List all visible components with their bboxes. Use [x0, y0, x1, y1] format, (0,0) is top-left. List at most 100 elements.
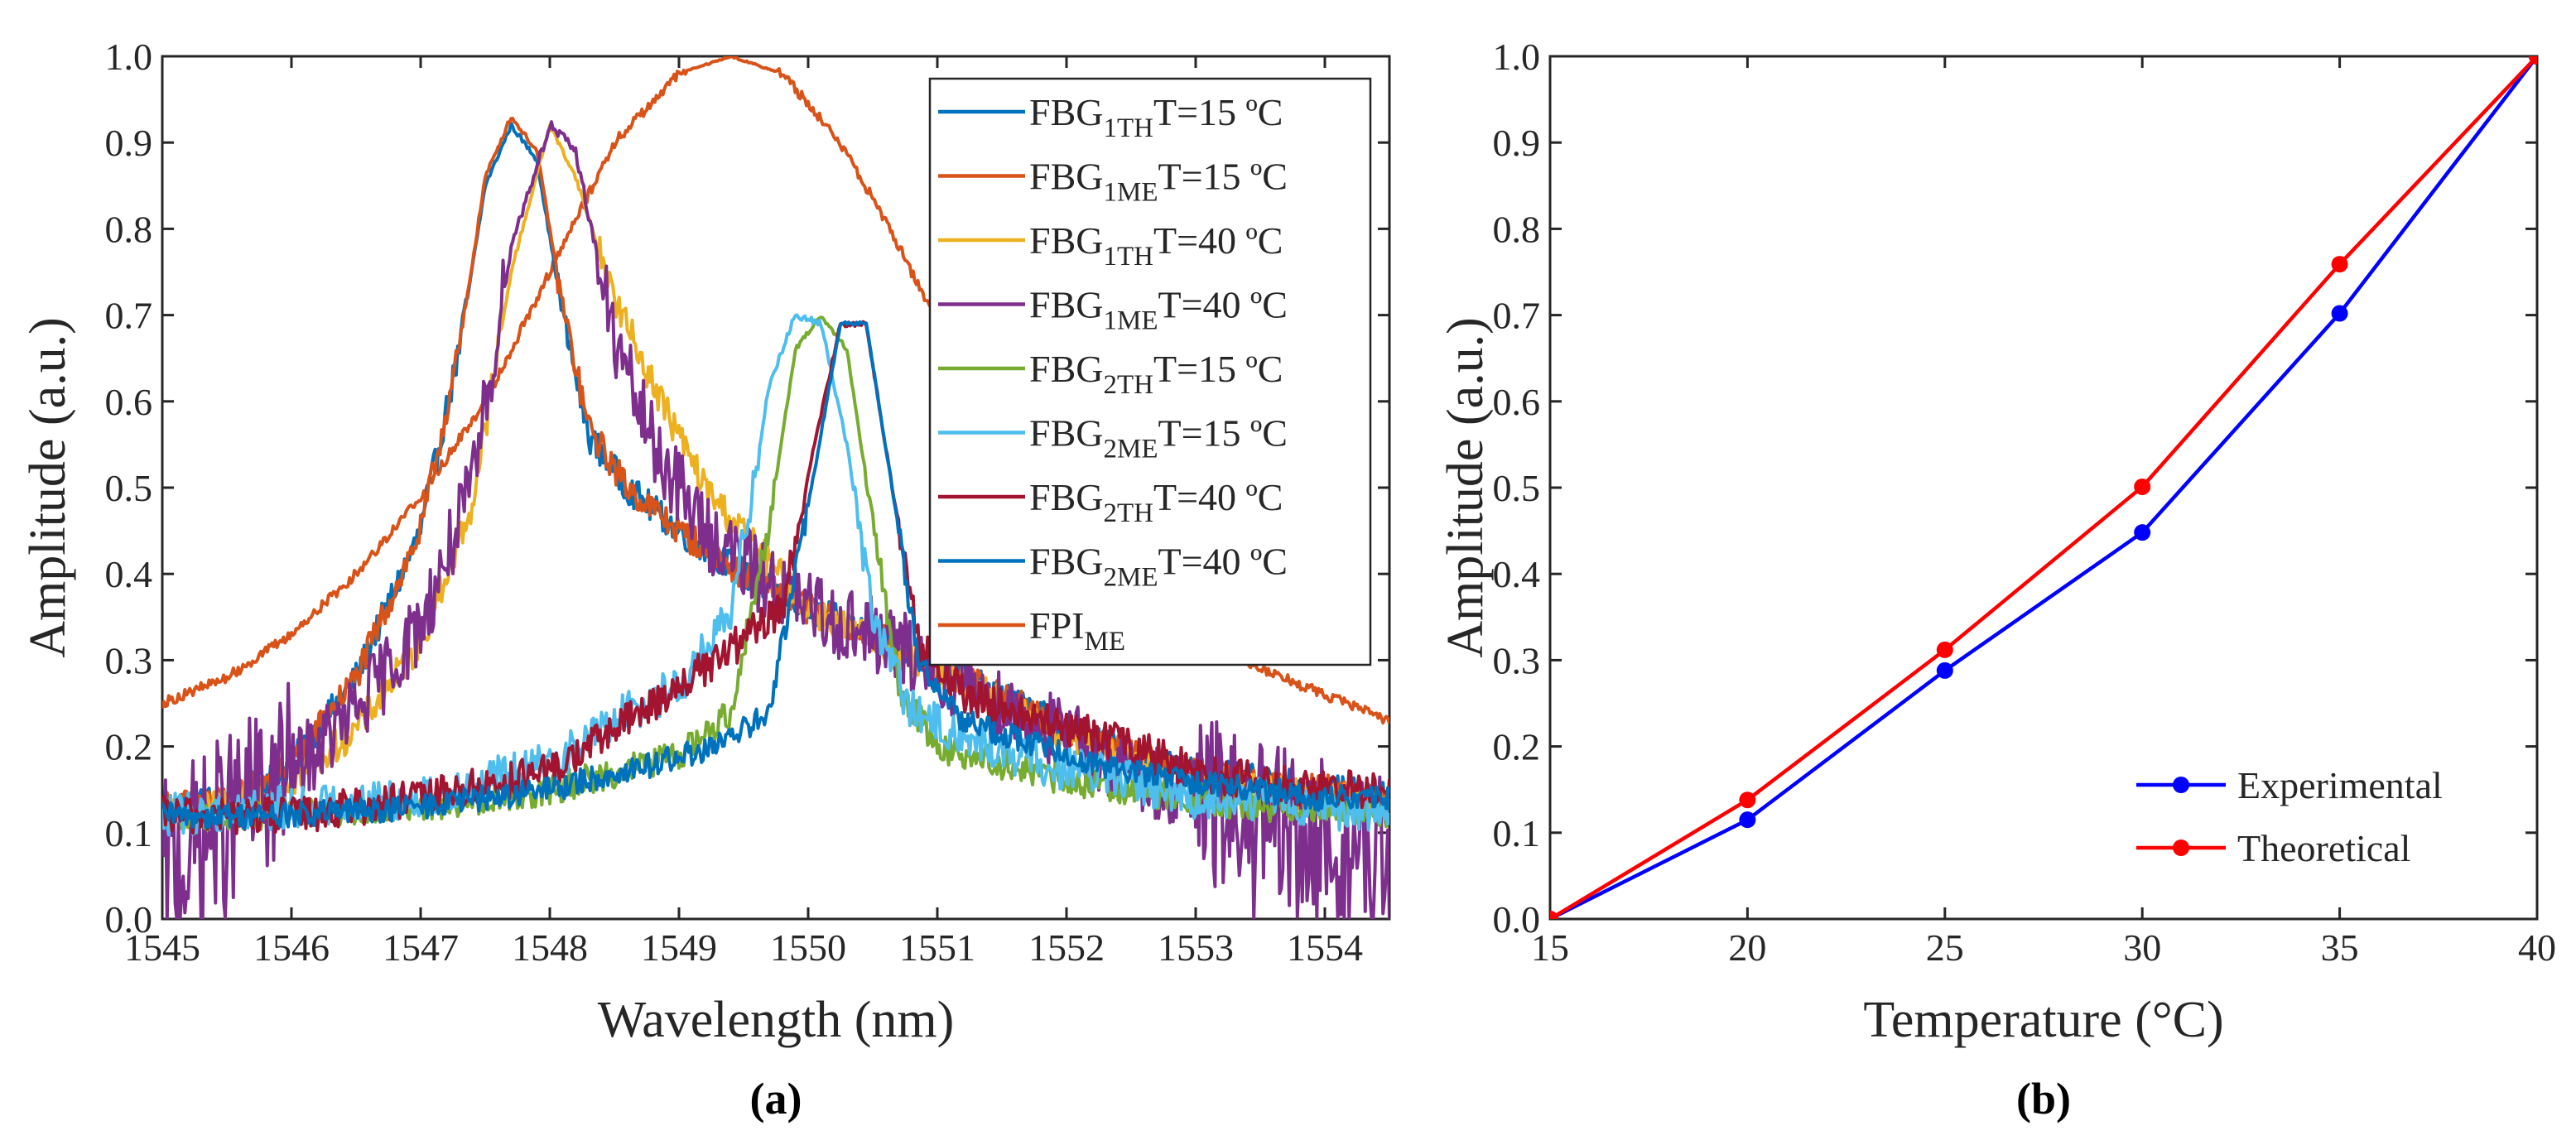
legend-label: FBG1THT=40 ºC: [1029, 219, 1283, 272]
y-tick-label: 0.3: [105, 639, 153, 681]
x-axis-label: Temperature (°C): [1863, 992, 2223, 1048]
legend-name: FBG: [1029, 91, 1103, 133]
panel-label-a: (a): [750, 1074, 802, 1123]
legend-item: FBG1MET=40 ºC: [938, 284, 1288, 336]
chart-b: 0.0 0.1 0.2 0.3 0.4 0.5 0.6 0.7 0.8 0.9 1.0 15 20 25 3…: [1437, 36, 2556, 1123]
legend-name: FPI: [1029, 604, 1084, 647]
legend-suffix: T=40 ºC: [1158, 284, 1288, 326]
series-group: [1550, 56, 2537, 919]
y-tick-label: 0.4: [105, 553, 153, 595]
x-tick-label: 1550: [770, 926, 846, 969]
legend-item: FBG2THT=40 ºC: [938, 476, 1283, 528]
data-point-theoretical: [2331, 256, 2348, 273]
y-tick-label: 0.2: [1493, 726, 1541, 768]
legend-subscript: ME: [1084, 627, 1125, 657]
x-axis-label: Wavelength (nm): [598, 992, 955, 1048]
legend-suffix: T=15 ºC: [1158, 412, 1288, 455]
legend-subscript: 2ME: [1103, 563, 1158, 593]
legend-subscript: 2TH: [1103, 498, 1153, 528]
series-line-experimental: [1550, 56, 2537, 919]
data-point-theoretical: [1936, 641, 1953, 658]
legend-subscript: 1TH: [1103, 242, 1153, 272]
x-tick-label: 35: [2321, 926, 2359, 969]
x-tick-label: 30: [2123, 926, 2161, 969]
y-tick-label: 0.1: [1493, 812, 1541, 854]
legend-label: FBG2THT=40 ºC: [1029, 476, 1283, 528]
data-point-experimental: [2331, 305, 2348, 322]
legend-subscript: 1ME: [1103, 178, 1158, 208]
legend-subscript: 2TH: [1103, 370, 1153, 400]
y-tick-label: 0.7: [105, 295, 153, 337]
y-tick-label: 0.1: [105, 812, 153, 854]
series-group: [162, 56, 1389, 919]
data-point-theoretical: [1550, 911, 1558, 919]
legend-suffix: T=15 ºC: [1153, 91, 1283, 133]
y-tick-label: 0.9: [1493, 122, 1541, 164]
legend-item: Experimental: [2136, 764, 2443, 806]
legend-suffix: T=40 ºC: [1153, 219, 1283, 262]
axes: 0.0 0.1 0.2 0.3 0.4 0.5 0.6 0.7 0.8 0.9 1.0 15 20 25 3…: [1493, 36, 2557, 969]
legend-item: Theoretical: [2136, 827, 2410, 869]
legend-label: FBG1THT=15 ºC: [1029, 91, 1283, 143]
series-line-theoretical: [1550, 56, 2537, 919]
y-tick-label: 1.0: [105, 36, 153, 78]
x-tick-label: 1549: [641, 926, 717, 969]
data-point-theoretical: [2529, 56, 2537, 65]
panel-label-b: (b): [2016, 1074, 2071, 1123]
legend-name: FBG: [1029, 156, 1103, 198]
y-tick-label: 0.2: [105, 726, 153, 768]
x-tick-label: 1552: [1028, 926, 1105, 969]
legend-label: FBG2MET=15 ºC: [1029, 412, 1288, 464]
legend-marker: [2173, 840, 2189, 856]
y-tick-label: 0.3: [1493, 639, 1541, 681]
legend-marker: [2173, 777, 2189, 793]
legend-name: FBG: [1029, 412, 1103, 455]
y-tick-label: 0.4: [1493, 553, 1541, 595]
legend-name: FBG: [1029, 219, 1103, 262]
y-tick-label: 0.0: [105, 898, 153, 941]
x-tick-label: 15: [1531, 926, 1569, 969]
x-tick-label: 20: [1728, 926, 1766, 969]
x-tick-label: 1548: [512, 926, 588, 969]
legend-item: FPIME: [938, 604, 1125, 657]
x-tick-label: 1547: [383, 926, 459, 969]
series-line-fbg-2th-4: [162, 315, 1389, 833]
data-point-experimental: [2134, 524, 2151, 541]
y-tick-label: 0.8: [105, 208, 153, 250]
x-tick-label: 1553: [1158, 926, 1234, 969]
legend-item: FBG2MET=40 ºC: [938, 541, 1288, 593]
y-tick-label: 0.0: [1493, 898, 1541, 941]
legend-label: Experimental: [2237, 764, 2443, 806]
legend-label: FBG2THT=15 ºC: [1029, 348, 1283, 400]
legend-item: FBG1MET=15 ºC: [938, 156, 1288, 208]
y-tick-label: 0.5: [1493, 467, 1541, 509]
legend-item: FBG2MET=15 ºC: [938, 412, 1288, 464]
y-tick-label: 0.9: [105, 122, 153, 164]
y-axis-label: Amplitude (a.u.): [1437, 317, 1494, 658]
x-tick-label: 1551: [899, 926, 975, 969]
y-tick-label: 0.5: [105, 467, 153, 509]
legend-item: FBG2THT=15 ºC: [938, 348, 1283, 400]
legend-label: Theoretical: [2237, 827, 2410, 869]
data-point-experimental: [1739, 811, 1756, 829]
legend-name: FBG: [1029, 541, 1103, 583]
legend-suffix: T=15 ºC: [1158, 156, 1288, 198]
data-point-theoretical: [1739, 791, 1756, 809]
x-tick-label: 1554: [1287, 926, 1363, 969]
legend-name: FBG: [1029, 476, 1103, 518]
y-axis-label: Amplitude (a.u.): [20, 317, 76, 658]
legend-subscript: 2ME: [1103, 435, 1158, 464]
legend-suffix: T=15 ºC: [1153, 348, 1283, 390]
legend-label: FBG1MET=15 ºC: [1029, 156, 1288, 208]
chart-a: 0.0 0.1 0.2 0.3 0.4 0.5 0.6 0.7 0.8 0.9 1.0 1545 154…: [20, 36, 1391, 1123]
legend-item: FBG1THT=15 ºC: [938, 91, 1283, 143]
legend-name: FBG: [1029, 284, 1103, 326]
legend-name: FBG: [1029, 348, 1103, 390]
legend-item: FBG1THT=40 ºC: [938, 219, 1283, 272]
legend-label: FPIME: [1029, 604, 1125, 657]
data-point-theoretical: [2134, 478, 2151, 495]
legend-suffix: T=40 ºC: [1153, 476, 1283, 518]
legend-label: FBG1MET=40 ºC: [1029, 284, 1288, 336]
